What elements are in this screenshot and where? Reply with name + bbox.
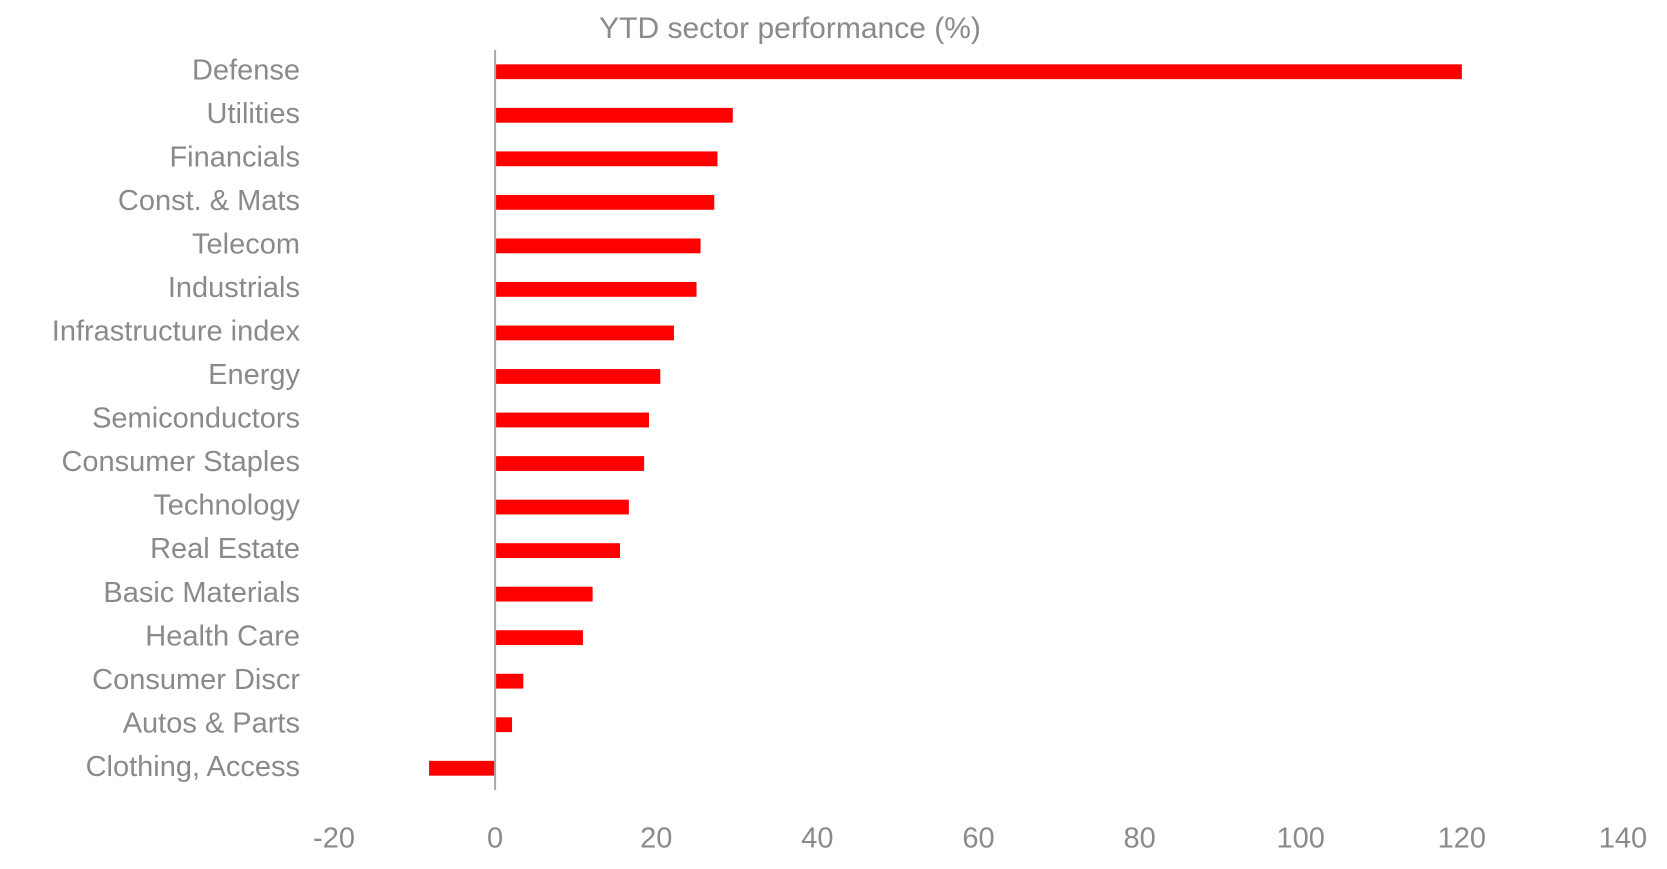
y-tick-label: Industrials [168, 272, 300, 304]
y-tick-label: Real Estate [150, 533, 300, 565]
x-tick-label: 0 [487, 823, 503, 855]
y-tick-label: Autos & Parts [123, 707, 300, 739]
x-tick-label: 140 [1599, 823, 1647, 855]
bar [495, 282, 697, 297]
y-tick-label: Technology [153, 490, 300, 522]
x-tick-label: -20 [313, 823, 355, 855]
bar [495, 412, 649, 428]
x-tick-label: 40 [801, 823, 833, 855]
y-tick-label: Clothing, Access [86, 751, 300, 783]
bar [495, 543, 620, 558]
bar [495, 717, 513, 733]
y-tick-label: Consumer Staples [61, 446, 300, 478]
x-tick-label: 120 [1438, 823, 1486, 855]
bar [495, 586, 593, 602]
bar [495, 369, 661, 384]
x-tick-label: 20 [640, 823, 672, 855]
y-tick-label: Const. & Mats [118, 185, 300, 217]
bar [495, 325, 674, 341]
y-tick-label: Health Care [145, 620, 300, 652]
bar [495, 64, 1462, 80]
x-tick-label: 100 [1277, 823, 1325, 855]
bar [429, 760, 496, 776]
x-tick-label: 60 [962, 823, 994, 855]
y-tick-label: Energy [208, 359, 300, 391]
x-tick-label: 80 [1123, 823, 1155, 855]
bar [495, 107, 733, 123]
bar [495, 673, 524, 689]
bar [495, 630, 583, 646]
bar [495, 194, 715, 210]
y-tick-label: Defense [192, 54, 300, 86]
bar [495, 151, 718, 167]
bar [495, 499, 629, 515]
y-tick-label: Consumer Discr [92, 664, 300, 696]
y-tick-label: Utilities [207, 98, 300, 130]
y-tick-label: Telecom [192, 229, 300, 261]
bar [495, 456, 645, 471]
bar [495, 238, 701, 254]
y-tick-label: Financials [169, 141, 300, 173]
y-tick-label: Basic Materials [103, 577, 300, 609]
y-tick-label: Infrastructure index [52, 316, 301, 348]
chart-title: YTD sector performance (%) [599, 12, 981, 45]
y-tick-label: Semiconductors [92, 403, 300, 435]
